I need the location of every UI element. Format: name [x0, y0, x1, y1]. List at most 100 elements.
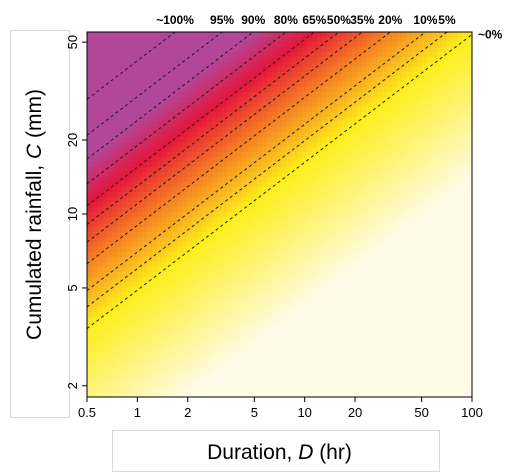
heatmap-cell [392, 157, 397, 162]
heatmap-cell [182, 337, 187, 342]
heatmap-cell [412, 327, 417, 332]
heatmap-cell [267, 387, 272, 392]
heatmap-cell [232, 292, 237, 297]
heatmap-cell [362, 292, 367, 297]
heatmap-cell [252, 42, 257, 47]
heatmap-cell [172, 282, 177, 287]
heatmap-cell [317, 387, 322, 392]
heatmap-cell [172, 117, 177, 122]
heatmap-cell [362, 132, 367, 137]
heatmap-cell [287, 327, 292, 332]
heatmap-cell [407, 167, 412, 172]
heatmap-cell [147, 247, 152, 252]
heatmap-cell [302, 187, 307, 192]
heatmap-cell [172, 317, 177, 322]
heatmap-cell [382, 82, 387, 87]
heatmap-cell [372, 32, 377, 37]
heatmap-cell [247, 332, 252, 337]
heatmap-cell [152, 257, 157, 262]
heatmap-cell [217, 67, 222, 72]
heatmap-cell [342, 392, 347, 397]
heatmap-cell [302, 122, 307, 127]
heatmap-cell [352, 242, 357, 247]
heatmap-cell [422, 327, 427, 332]
heatmap-cell [387, 187, 392, 192]
heatmap-cell [292, 332, 297, 337]
heatmap-cell [417, 202, 422, 207]
heatmap-cell [117, 272, 122, 277]
heatmap-cell [302, 232, 307, 237]
heatmap-cell [392, 317, 397, 322]
heatmap-cell [372, 117, 377, 122]
heatmap-cell [287, 262, 292, 267]
heatmap-cell [92, 337, 97, 342]
heatmap-cell [157, 62, 162, 67]
heatmap-cell [322, 52, 327, 57]
heatmap-cell [202, 327, 207, 332]
heatmap-cell [352, 52, 357, 57]
heatmap-cell [142, 52, 147, 57]
heatmap-cell [287, 232, 292, 237]
heatmap-cell [232, 207, 237, 212]
heatmap-cell [397, 312, 402, 317]
heatmap-cell [357, 52, 362, 57]
heatmap-cell [117, 212, 122, 217]
heatmap-cell [197, 202, 202, 207]
heatmap-cell [122, 272, 127, 277]
heatmap-cell [402, 227, 407, 232]
heatmap-cell [242, 307, 247, 312]
heatmap-cell [107, 312, 112, 317]
heatmap-cell [192, 187, 197, 192]
heatmap-cell [147, 157, 152, 162]
heatmap-cell [332, 107, 337, 112]
heatmap-cell [332, 37, 337, 42]
heatmap-cell [92, 67, 97, 72]
heatmap-cell [152, 67, 157, 72]
heatmap-cell [212, 302, 217, 307]
heatmap-cell [132, 57, 137, 62]
heatmap-cell [157, 307, 162, 312]
heatmap-cell [177, 377, 182, 382]
heatmap-cell [427, 87, 432, 92]
heatmap-cell [382, 107, 387, 112]
heatmap-cell [157, 277, 162, 282]
heatmap-cell [292, 182, 297, 187]
heatmap-cell [152, 367, 157, 372]
heatmap-cell [87, 152, 92, 157]
heatmap-cell [417, 232, 422, 237]
heatmap-cell [312, 372, 317, 377]
heatmap-cell [327, 367, 332, 372]
heatmap-cell [402, 52, 407, 57]
heatmap-cell [307, 317, 312, 322]
heatmap-cell [242, 112, 247, 117]
heatmap-cell [192, 242, 197, 247]
heatmap-cell [367, 347, 372, 352]
heatmap-cell [412, 142, 417, 147]
heatmap-cell [277, 147, 282, 152]
heatmap-cell [257, 367, 262, 372]
heatmap-cell [297, 137, 302, 142]
heatmap-cell [167, 92, 172, 97]
heatmap-cell [367, 217, 372, 222]
heatmap-cell [292, 177, 297, 182]
heatmap-cell [187, 212, 192, 217]
heatmap-cell [317, 237, 322, 242]
heatmap-cell [272, 112, 277, 117]
heatmap-cell [157, 372, 162, 377]
heatmap-cell [152, 212, 157, 217]
heatmap-cell [147, 277, 152, 282]
heatmap-cell [227, 357, 232, 362]
heatmap-cell [172, 77, 177, 82]
heatmap-cell [212, 387, 217, 392]
heatmap-cell [312, 122, 317, 127]
heatmap-cell [102, 302, 107, 307]
heatmap-cell [257, 267, 262, 272]
heatmap-cell [352, 362, 357, 367]
heatmap-cell [397, 327, 402, 332]
heatmap-cell [332, 242, 337, 247]
heatmap-cell [247, 162, 252, 167]
heatmap-cell [262, 317, 267, 322]
heatmap-cell [132, 317, 137, 322]
heatmap-cell [222, 172, 227, 177]
heatmap-cell [297, 297, 302, 302]
